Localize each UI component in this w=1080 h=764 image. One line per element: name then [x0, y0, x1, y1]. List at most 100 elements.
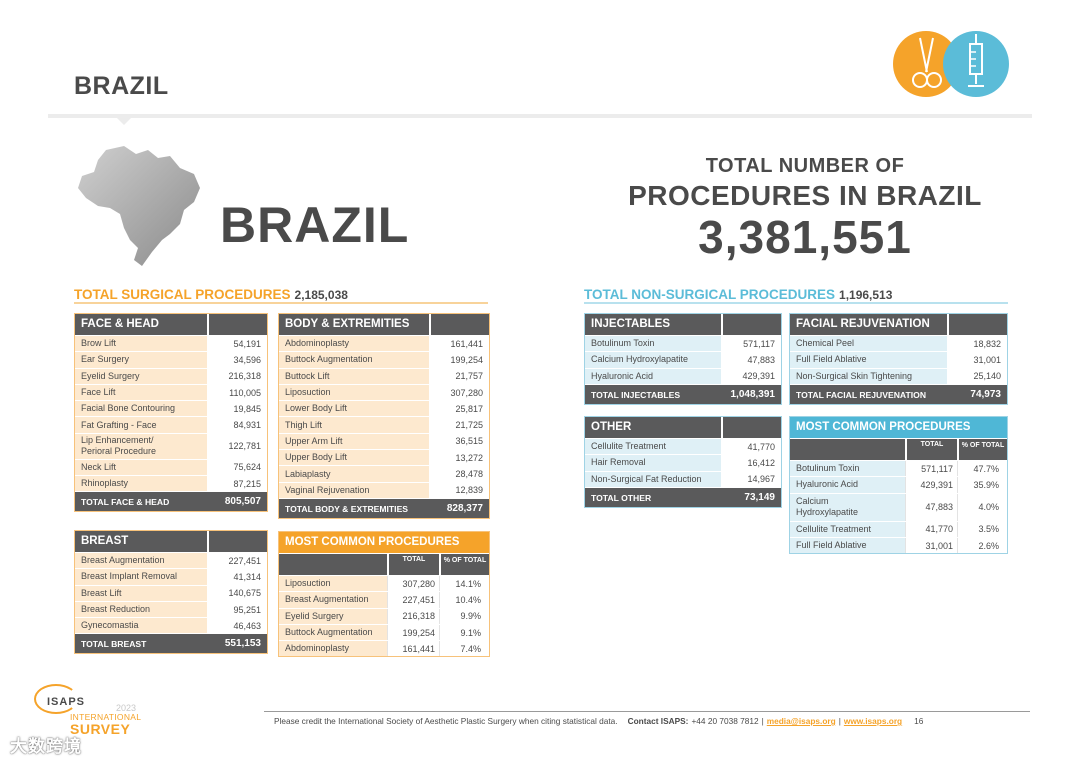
total-procedures-number: 3,381,551 [698, 211, 912, 263]
footer-email-link[interactable]: media@isaps.org [766, 716, 836, 726]
breast-table: BREAST Breast Augmentation 227,451 Breast I… [74, 530, 268, 655]
title-divider [48, 114, 1032, 118]
procedure-value: 46,463 [207, 618, 267, 634]
procedure-total: 216,318 [387, 608, 439, 624]
column-header-procedure [790, 439, 905, 460]
footer: Please credit the International Society … [274, 716, 1034, 726]
procedure-value: 41,314 [207, 569, 267, 585]
procedure-value: 12,839 [429, 482, 489, 498]
nonsurgical-heading-label: TOTAL NON-SURGICAL PROCEDURES [584, 287, 836, 302]
procedure-percent: 4.0% [957, 493, 1007, 521]
table-row: Hyaluronic Acid 429,391 [585, 367, 781, 384]
procedure-label: Cellulite Treatment [790, 521, 905, 537]
procedure-value: 28,478 [429, 466, 489, 482]
procedure-percent: 3.5% [957, 521, 1007, 537]
table-row: Neck Lift 75,624 [75, 458, 267, 476]
procedure-total: 41,770 [905, 521, 957, 537]
total-label-line2: PROCEDURES IN BRAZIL [628, 180, 982, 211]
procedure-label: Botulinum Toxin [790, 461, 905, 477]
isaps-ring-icon [34, 684, 78, 714]
table-total-row: TOTAL BREAST 551,153 [75, 633, 267, 654]
total-value: 828,377 [446, 502, 483, 514]
procedure-label: Facial Bone Contouring [81, 403, 176, 414]
procedure-label: Brow Lift [81, 338, 117, 349]
procedure-label: Upper Arm Lift [285, 435, 343, 446]
scissors-icon [893, 31, 959, 97]
table-row: Non-Surgical Skin Tightening 25,140 [790, 367, 1007, 384]
procedure-total: 199,254 [387, 624, 439, 641]
table-row: Facial Bone Contouring 19,845 [75, 400, 267, 417]
procedure-label: Full Field Ablative [790, 537, 905, 554]
procedure-label: Lower Body Lift [285, 403, 348, 414]
procedure-label: Liposuction [279, 576, 387, 592]
footer-website-link[interactable]: www.isaps.org [843, 716, 903, 726]
table-title: BODY & EXTREMITIES [285, 318, 410, 330]
table-row: Thigh Lift 21,725 [279, 416, 489, 433]
table-row: Abdominoplasty 161,441 [279, 335, 489, 352]
body-extremities-table: BODY & EXTREMITIES Abdominoplasty 161,441 B… [278, 313, 490, 519]
procedure-value: 13,272 [429, 450, 489, 466]
procedure-label: Eyelid Surgery [81, 370, 140, 381]
procedure-label: Gynecomastia [81, 620, 139, 631]
nonsurgical-heading: TOTAL NON-SURGICAL PROCEDURES 1,196,513 [584, 287, 892, 302]
table-title: OTHER [591, 421, 632, 433]
procedure-total: 571,117 [905, 461, 957, 477]
footer-phone: +44 20 7038 7812 [691, 716, 759, 726]
procedure-label: Abdominoplasty [285, 338, 350, 349]
procedure-total: 161,441 [387, 641, 439, 657]
procedure-label: Chemical Peel [796, 338, 855, 349]
table-row: Hair Removal 16,412 [585, 454, 781, 471]
table-row: Breast Augmentation 227,451 10.4% [279, 591, 489, 608]
table-header-spacer [207, 314, 267, 335]
procedure-total: 307,280 [387, 576, 439, 592]
table-row: Chemical Peel 18,832 [790, 335, 1007, 352]
procedure-percent: 10.4% [439, 592, 489, 608]
procedure-value: 25,140 [947, 368, 1007, 384]
column-header-row: TOTAL% OF TOTAL [790, 438, 1007, 460]
table-header-spacer [721, 314, 781, 335]
column-header-percent: % OF TOTAL [439, 554, 489, 575]
table-total-row: TOTAL FACIAL REJUVENATION 74,973 [790, 383, 1007, 404]
procedure-total: 47,883 [905, 493, 957, 521]
total-label: TOTAL FACE & HEAD [81, 497, 170, 508]
face-head-table: FACE & HEAD Brow Lift 54,191 Ear Surgery 34,… [74, 313, 268, 513]
table-row: Calcium Hydroxylapatite 47,883 4.0% [790, 492, 1007, 521]
procedure-percent: 9.1% [439, 624, 489, 641]
table-header: FACE & HEAD [75, 314, 267, 335]
procedure-label: Face Lift [81, 387, 116, 398]
procedure-label: Upper Body Lift [285, 452, 348, 463]
procedure-label: Non-Surgical Fat Reduction [591, 473, 702, 484]
procedure-value: 34,596 [207, 352, 267, 368]
table-row: Breast Lift 140,675 [75, 584, 267, 601]
table-row: Full Field Ablative 31,001 2.6% [790, 536, 1007, 554]
procedure-percent: 7.4% [439, 641, 489, 657]
table-row: Fat Grafting - Face 84,931 [75, 416, 267, 433]
procedure-value: 16,412 [721, 455, 781, 471]
footer-credit: Please credit the International Society … [274, 716, 618, 726]
procedure-label: Labiaplasty [285, 468, 331, 479]
procedure-label: Hair Removal [591, 457, 646, 468]
procedure-value: 18,832 [947, 336, 1007, 352]
most-common-title: MOST COMMON PROCEDURES [279, 532, 489, 553]
procedure-value: 161,441 [429, 336, 489, 352]
procedure-value: 31,001 [947, 352, 1007, 368]
procedure-label: Abdominoplasty [279, 641, 387, 657]
brazil-map-icon [78, 146, 200, 266]
procedure-icons [893, 31, 1009, 97]
procedure-label: Breast Reduction [81, 604, 151, 615]
table-row: Buttock Augmentation 199,254 9.1% [279, 623, 489, 641]
isaps-name: ISAPS [47, 696, 86, 708]
total-label: TOTAL OTHER [591, 492, 652, 503]
procedure-value: 47,883 [721, 352, 781, 368]
procedure-percent: 2.6% [957, 537, 1007, 554]
procedure-value: 429,391 [721, 368, 781, 384]
column-header-total: TOTAL [387, 554, 439, 575]
procedure-value: 19,845 [207, 401, 267, 417]
procedure-percent: 9.9% [439, 608, 489, 624]
table-row: Gynecomastia 46,463 [75, 617, 267, 634]
column-header-total: TOTAL [905, 439, 957, 460]
total-procedures-block: TOTAL NUMBER OF PROCEDURES IN BRAZIL 3,3… [600, 155, 1010, 264]
table-row: Vaginal Rejuvenation 12,839 [279, 481, 489, 498]
procedure-value: 227,451 [207, 553, 267, 569]
column-header-percent: % OF TOTAL [957, 439, 1007, 460]
